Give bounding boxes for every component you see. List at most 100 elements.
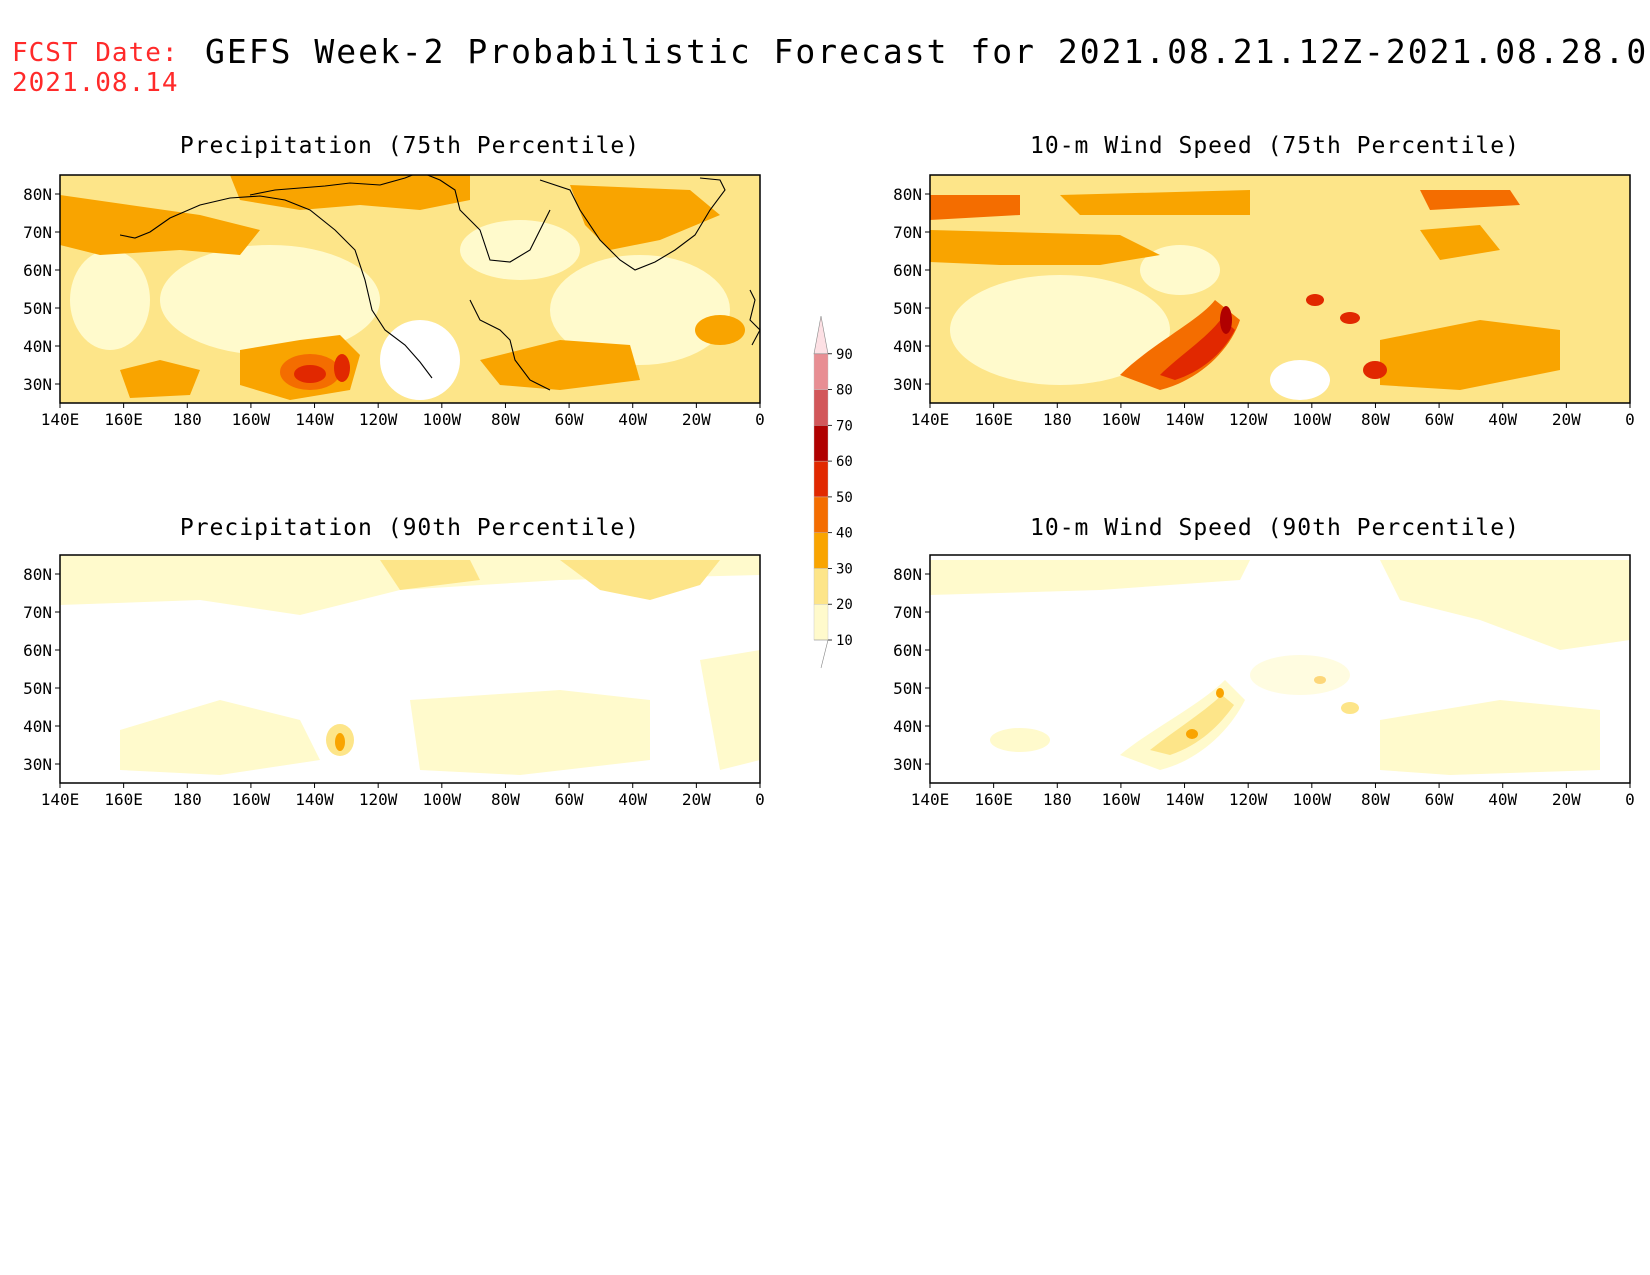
lat-tick-label: 40N <box>893 337 922 356</box>
lon-tick-label: 120W <box>359 410 398 429</box>
lat-tick-label: 30N <box>893 375 922 394</box>
fill-50-60 <box>1160 318 1235 380</box>
coastline <box>360 538 560 550</box>
fill-50-60 <box>334 354 350 382</box>
lon-tick-label: 140E <box>911 790 950 809</box>
lat-tick-label: 60N <box>23 641 52 660</box>
lon-tick-label: 0 <box>1625 410 1635 429</box>
fill-10-20 <box>700 650 760 770</box>
lon-tick-label: 160E <box>104 790 143 809</box>
fill-20-30 <box>380 560 480 590</box>
lat-tick-label: 60N <box>893 261 922 280</box>
fill-10-20 <box>120 700 320 775</box>
fill-30-40 <box>570 185 720 250</box>
lat-tick-label: 60N <box>893 641 922 660</box>
lon-tick-label: 20W <box>682 790 711 809</box>
lat-tick-label: 70N <box>893 603 922 622</box>
lat-tick-label: 50N <box>893 679 922 698</box>
fill-10-20 <box>550 255 730 365</box>
colorbar-top-triangle <box>813 315 829 355</box>
lon-tick-label: 180 <box>1043 410 1072 429</box>
fill-50-60 <box>1363 361 1387 379</box>
lon-tick-label: 60W <box>1425 790 1454 809</box>
fill-30-40 <box>695 315 745 345</box>
panel-title-precip-75: Precipitation (75th Percentile) <box>179 133 641 159</box>
lat-tick-label: 80N <box>23 185 52 204</box>
fill-30-40 <box>1420 225 1500 260</box>
lon-tick-label: 100W <box>1293 790 1332 809</box>
lon-tick-label: 160W <box>1102 790 1141 809</box>
fill-50-60 <box>294 365 326 383</box>
fill-below-10 <box>380 320 460 400</box>
lon-tick-label: 60W <box>1425 410 1454 429</box>
lon-tick-label: 180 <box>1043 790 1072 809</box>
fill-20-30 <box>1341 702 1359 714</box>
coastline <box>360 158 560 170</box>
lon-tick-label: 140W <box>295 790 334 809</box>
colorbar-box <box>813 353 829 390</box>
fill-10-20 <box>1380 700 1600 775</box>
fill-below-10 <box>1270 360 1330 400</box>
lon-tick-label: 120W <box>1229 410 1268 429</box>
lat-tick-label: 80N <box>893 185 922 204</box>
colorbar-level-label: 60 <box>836 454 853 470</box>
lon-tick-label: 80W <box>1361 410 1390 429</box>
lat-tick-label: 60N <box>23 261 52 280</box>
fill-10-20 <box>410 690 650 775</box>
panel-title-wind-75: 10-m Wind Speed (75th Percentile) <box>1030 133 1520 159</box>
lon-tick-label: 160W <box>232 410 271 429</box>
fill-30-40 <box>1186 729 1198 739</box>
fill-30-40 <box>930 230 1160 265</box>
fill-60-70 <box>1220 306 1232 334</box>
lon-tick-label: 120W <box>1229 790 1268 809</box>
colorbar-box <box>813 425 829 462</box>
coastline <box>120 195 433 379</box>
lon-tick-label: 180 <box>173 790 202 809</box>
lat-tick-label: 80N <box>23 565 52 584</box>
fill-10-20 <box>1380 560 1630 650</box>
map-frame <box>59 174 761 404</box>
coastline <box>249 175 551 263</box>
fill-30-40 <box>480 340 640 390</box>
lon-tick-label: 80W <box>1361 790 1390 809</box>
fill-50-60 <box>1306 294 1324 306</box>
lon-tick-label: 100W <box>1293 410 1332 429</box>
lon-tick-label: 40W <box>1488 410 1517 429</box>
lon-tick-label: 140E <box>41 790 80 809</box>
fill-30-40 <box>335 733 345 751</box>
map-axes: 140E 160E 180 160W 140W 120W 100W 80W 60W 40W 20W 0… <box>23 185 1635 809</box>
lat-tick-label: 30N <box>23 375 52 394</box>
coastline <box>539 177 726 271</box>
lat-tick-label: 40N <box>23 337 52 356</box>
lat-tick-label: 70N <box>23 223 52 242</box>
lon-tick-label: 160E <box>974 410 1013 429</box>
lon-tick-label: 120W <box>359 790 398 809</box>
fill-10-20 <box>1140 245 1220 295</box>
fill-30-40 <box>230 175 470 210</box>
fill-10-20 <box>1250 655 1350 695</box>
lon-tick-label: 60W <box>555 790 584 809</box>
lon-tick-label: 160E <box>974 790 1013 809</box>
coastline <box>1230 538 1430 550</box>
fill-20-30 <box>560 560 720 600</box>
colorbar-level-label: 40 <box>836 526 853 542</box>
lon-tick-label: 40W <box>1488 790 1517 809</box>
map-frame <box>59 554 761 784</box>
fill-10-20 <box>950 275 1170 385</box>
lon-tick-label: 140E <box>911 410 950 429</box>
forecast-date-value: 2021.08.14 <box>12 68 179 98</box>
lon-tick-label: 0 <box>755 790 765 809</box>
map-panel-wind-90 <box>929 554 1631 784</box>
map-panel-precip-75 <box>59 174 761 404</box>
colorbar-level-label: 10 <box>836 633 853 649</box>
lon-tick-label: 160W <box>232 790 271 809</box>
lon-tick-label: 80W <box>491 410 520 429</box>
lon-tick-label: 20W <box>1552 410 1581 429</box>
lat-tick-label: 70N <box>23 603 52 622</box>
lat-tick-label: 70N <box>893 223 922 242</box>
fill-10-20 <box>460 220 580 280</box>
colorbar-box <box>813 568 829 605</box>
lon-tick-label: 160W <box>1102 410 1141 429</box>
coastline <box>749 289 761 346</box>
lon-tick-label: 100W <box>423 410 462 429</box>
